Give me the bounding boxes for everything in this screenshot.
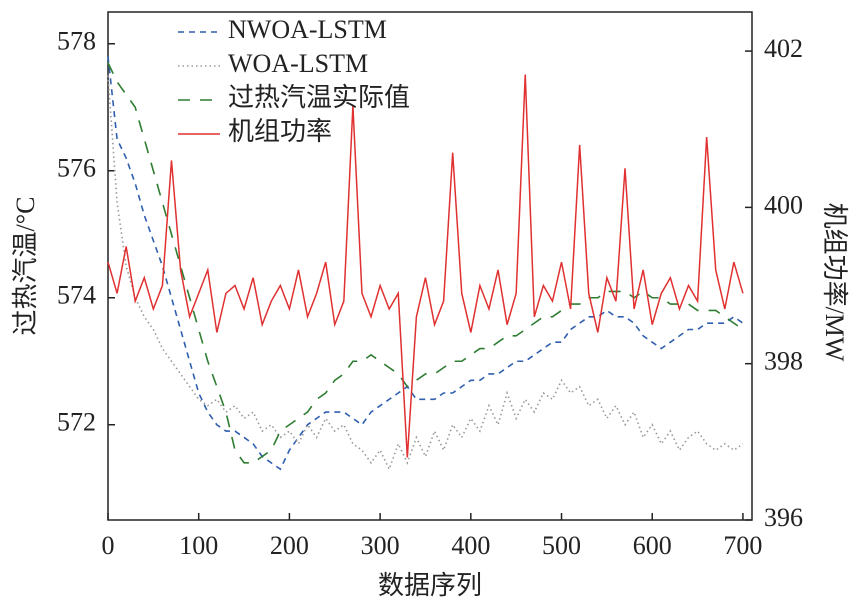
- y2-tick-label: 400: [764, 190, 803, 219]
- x-tick-label: 300: [361, 531, 400, 560]
- y2-axis-label: 机组功率/MW: [820, 203, 849, 362]
- legend-label: NWOA-LSTM: [228, 15, 387, 44]
- x-tick-label: 500: [542, 531, 581, 560]
- legend-label: 过热汽温实际值: [228, 83, 410, 112]
- legend-label: WOA-LSTM: [228, 49, 368, 78]
- x-axis-label: 数据序列: [378, 571, 482, 600]
- series-line: [107, 56, 744, 471]
- y-tick-label: 578: [57, 27, 96, 56]
- y2-tick-label: 402: [764, 34, 803, 63]
- y2-tick-label: 398: [764, 347, 803, 376]
- series-line: [107, 62, 744, 464]
- x-tick-label: 700: [723, 531, 762, 560]
- y2-tick-label: 396: [764, 503, 803, 532]
- x-tick-label: 400: [451, 531, 490, 560]
- x-tick-label: 600: [633, 531, 672, 560]
- y-tick-label: 574: [57, 281, 96, 310]
- legend-label: 机组功率: [228, 117, 332, 146]
- series-line: [107, 74, 744, 458]
- x-tick-label: 200: [270, 531, 309, 560]
- plot-frame: [107, 11, 753, 521]
- y-tick-label: 572: [57, 408, 96, 437]
- y-axis-label: 过热汽温/°C: [11, 197, 40, 336]
- x-tick-label: 0: [102, 531, 115, 560]
- y-tick-label: 576: [57, 154, 96, 183]
- x-tick-label: 100: [179, 531, 218, 560]
